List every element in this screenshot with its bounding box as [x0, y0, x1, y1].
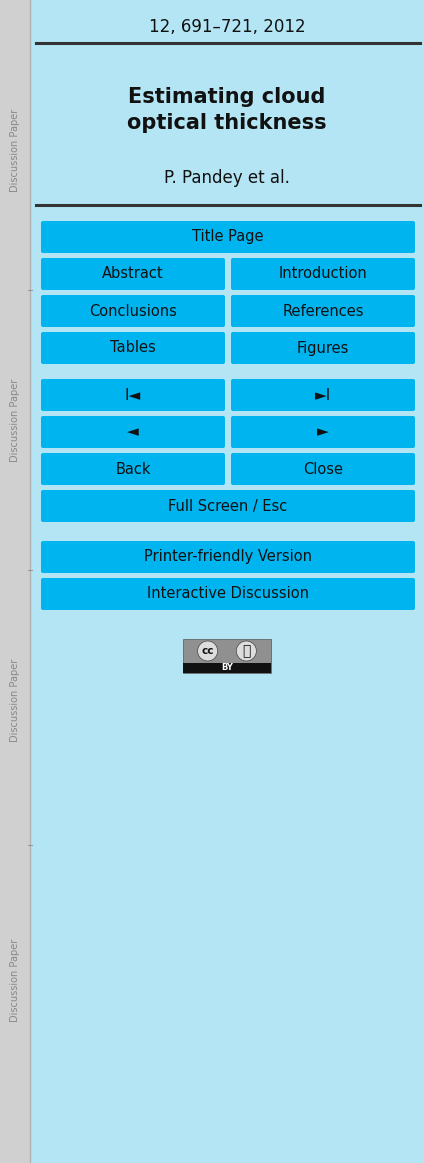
Text: Interactive Discussion: Interactive Discussion: [147, 586, 309, 601]
Circle shape: [198, 641, 218, 661]
Text: 12, 691–721, 2012: 12, 691–721, 2012: [149, 17, 305, 36]
Text: Discussion Paper: Discussion Paper: [10, 378, 20, 462]
Text: Estimating cloud
optical thickness: Estimating cloud optical thickness: [127, 87, 327, 133]
Text: Back: Back: [115, 462, 151, 477]
FancyBboxPatch shape: [231, 454, 415, 485]
FancyBboxPatch shape: [41, 379, 225, 411]
Text: Printer-friendly Version: Printer-friendly Version: [144, 549, 312, 564]
Text: Full Screen / Esc: Full Screen / Esc: [168, 499, 287, 514]
FancyBboxPatch shape: [231, 295, 415, 327]
FancyBboxPatch shape: [41, 331, 225, 364]
Text: Conclusions: Conclusions: [89, 304, 177, 319]
Bar: [183, 663, 271, 673]
FancyBboxPatch shape: [41, 295, 225, 327]
Text: ►: ►: [317, 424, 329, 440]
Text: ◄: ◄: [127, 424, 139, 440]
Text: ⓘ: ⓘ: [242, 644, 251, 658]
Text: BY: BY: [221, 664, 233, 672]
Text: References: References: [282, 304, 364, 319]
FancyBboxPatch shape: [231, 416, 415, 448]
Text: Discussion Paper: Discussion Paper: [10, 108, 20, 192]
Text: ►I: ►I: [315, 387, 331, 402]
FancyBboxPatch shape: [41, 221, 415, 254]
Text: Tables: Tables: [110, 341, 156, 356]
Bar: [0, 0, 30, 1163]
Text: Title Page: Title Page: [192, 229, 264, 244]
Text: Discussion Paper: Discussion Paper: [10, 658, 20, 742]
FancyBboxPatch shape: [41, 541, 415, 573]
FancyBboxPatch shape: [41, 258, 225, 290]
FancyBboxPatch shape: [231, 258, 415, 290]
Text: P. Pandey et al.: P. Pandey et al.: [164, 169, 290, 187]
FancyBboxPatch shape: [41, 416, 225, 448]
Text: Introduction: Introduction: [279, 266, 367, 281]
FancyBboxPatch shape: [41, 454, 225, 485]
Bar: [183, 638, 271, 673]
Text: Close: Close: [303, 462, 343, 477]
Circle shape: [236, 641, 257, 661]
Text: Discussion Paper: Discussion Paper: [10, 939, 20, 1021]
Text: I◄: I◄: [125, 387, 141, 402]
Text: Abstract: Abstract: [102, 266, 164, 281]
FancyBboxPatch shape: [41, 490, 415, 522]
FancyBboxPatch shape: [231, 379, 415, 411]
FancyBboxPatch shape: [231, 331, 415, 364]
Text: Figures: Figures: [297, 341, 349, 356]
Text: cc: cc: [201, 645, 214, 656]
FancyBboxPatch shape: [41, 578, 415, 611]
